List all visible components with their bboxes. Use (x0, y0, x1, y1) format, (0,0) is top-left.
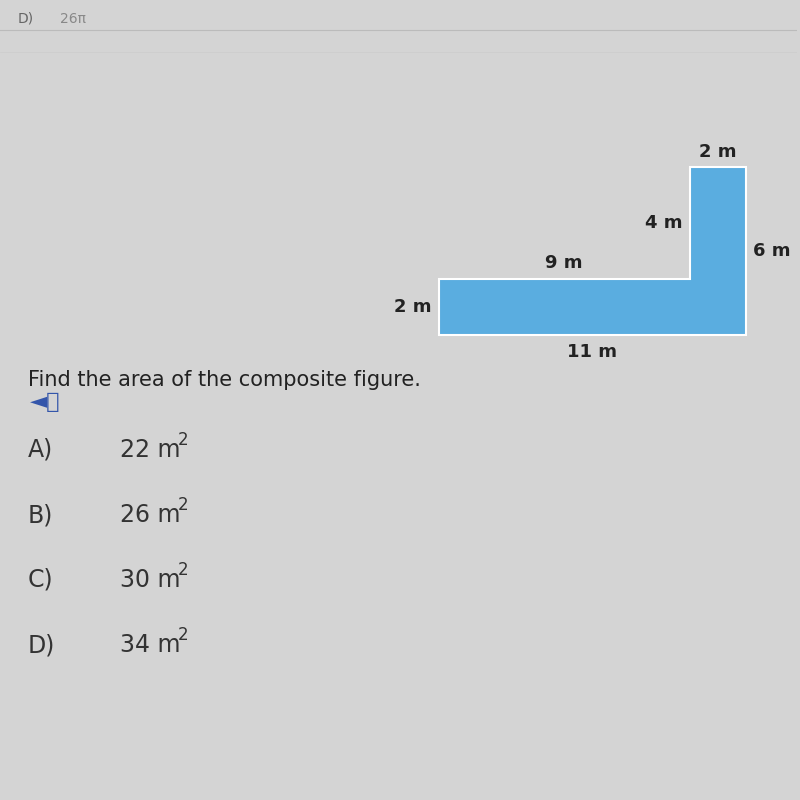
Text: D): D) (28, 633, 55, 657)
Text: 9 m: 9 m (546, 254, 583, 272)
Text: 2: 2 (178, 561, 188, 579)
Text: 2 m: 2 m (699, 143, 736, 161)
Text: 26π: 26π (60, 12, 86, 26)
Text: 2: 2 (178, 626, 188, 644)
Text: 34 m: 34 m (120, 633, 180, 657)
Text: 30 m: 30 m (120, 568, 180, 592)
Text: ◄⧖: ◄⧖ (30, 392, 61, 412)
Text: 11 m: 11 m (567, 343, 617, 361)
Polygon shape (438, 167, 746, 335)
Text: 4 m: 4 m (646, 214, 682, 232)
Text: 2: 2 (178, 431, 188, 449)
Text: 26 m: 26 m (120, 503, 180, 527)
Text: 22 m: 22 m (120, 438, 180, 462)
Text: Find the area of the composite figure.: Find the area of the composite figure. (28, 370, 421, 390)
Text: B): B) (28, 503, 54, 527)
Text: 6 m: 6 m (753, 242, 790, 260)
Text: A): A) (28, 438, 53, 462)
Text: D): D) (18, 12, 34, 26)
Text: 2 m: 2 m (394, 298, 431, 316)
Text: 2: 2 (178, 496, 188, 514)
Text: C): C) (28, 568, 54, 592)
